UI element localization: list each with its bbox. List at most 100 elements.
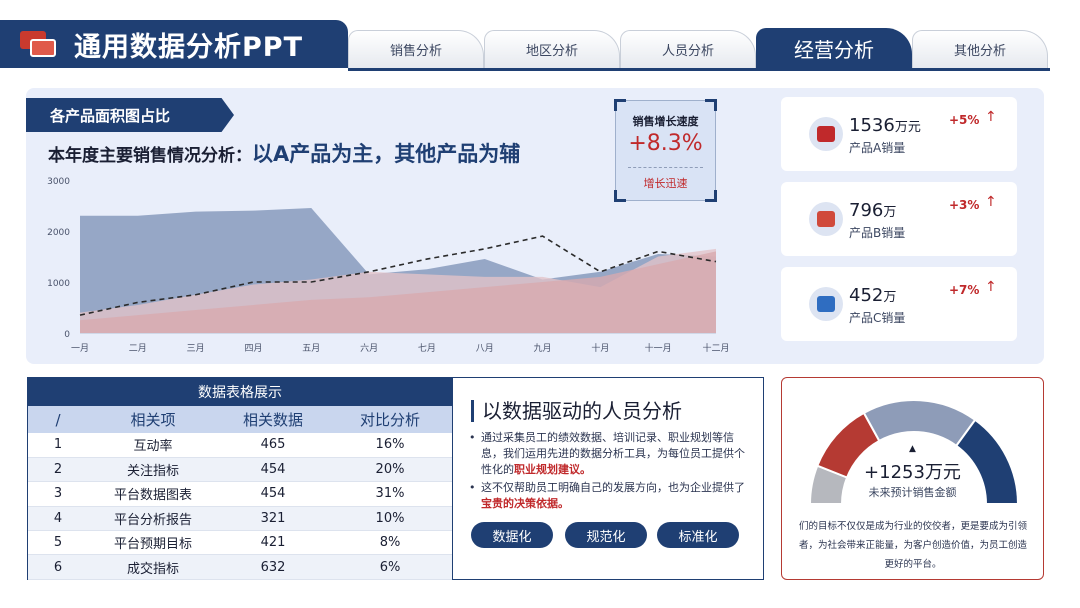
table-cell: 互动率 xyxy=(88,433,218,458)
growth-value: +8.3% xyxy=(628,131,703,156)
x-tick-label: 三月 xyxy=(187,343,205,354)
triangle-up-icon: ▲ xyxy=(909,444,916,454)
kpi-card-product-c: 452万 产品C销量 +7% ↑ xyxy=(781,267,1017,341)
title-bar: 通用数据分析PPT xyxy=(0,20,348,68)
y-tick-label: 1000 xyxy=(47,279,70,289)
tab-other[interactable]: 其他分析 xyxy=(912,30,1048,68)
tab-region[interactable]: 地区分析 xyxy=(484,30,620,68)
chart-heading-highlight: 以A产品为主，其他产品为辅 xyxy=(252,142,521,166)
gauge-value: +1253万元 xyxy=(864,462,961,483)
table-cell: 465 xyxy=(218,433,328,458)
arrow-up-icon: ↑ xyxy=(985,109,997,125)
kpi-change: +7% xyxy=(949,283,980,297)
x-tick-label: 七月 xyxy=(418,343,436,354)
growth-divider xyxy=(628,167,703,168)
kpi-card-product-a: 1536万元 产品A销量 +5% ↑ xyxy=(781,97,1017,171)
growth-note: 增长迅速 xyxy=(643,177,688,190)
x-tick-label: 九月 xyxy=(534,343,552,354)
pill-normalization[interactable]: 标准化 xyxy=(657,522,739,548)
gauge-description: 们的目标不仅仅是成为行业的佼佼者，更是要成为引领者，为社会带来正能量，为客户创造… xyxy=(798,521,1027,570)
table-cell: 成交指标 xyxy=(88,554,218,580)
table-cell: 454 xyxy=(218,457,328,483)
table-cell: 6% xyxy=(328,554,452,580)
kpi-card-product-b: 796万 产品B销量 +3% ↑ xyxy=(781,182,1017,256)
x-tick-label: 十月 xyxy=(591,342,609,354)
kpi-name: 产品A销量 xyxy=(849,141,906,155)
gauge-panel: ▲ +1253万元 未来预计销售金额 们的目标不仅仅是成为行业的佼佼者，更是要成… xyxy=(781,377,1044,580)
chart-heading-prefix: 本年度主要销售情况分析： xyxy=(48,146,252,166)
table-header: / xyxy=(28,406,88,433)
table-cell: 10% xyxy=(328,506,452,532)
x-tick-label: 十一月 xyxy=(645,342,672,354)
y-tick-label: 0 xyxy=(64,330,70,340)
x-tick-label: 一月 xyxy=(71,343,89,354)
table-header: 相关数据 xyxy=(218,406,328,433)
pill-standardization[interactable]: 规范化 xyxy=(565,522,647,548)
kpi-value: 452万 xyxy=(849,285,897,306)
kpi-name: 产品B销量 xyxy=(849,226,906,240)
bullet-item: 这不仅帮助员工明确自己的发展方向，也为企业提供了宝贵的决策依据。 xyxy=(469,480,749,512)
table-cell: 平台分析报告 xyxy=(88,506,218,532)
table-cell: 6 xyxy=(28,554,88,580)
tab-personnel[interactable]: 人员分析 xyxy=(620,30,756,68)
emphasis-text: 宝贵的决策依据。 xyxy=(481,497,569,510)
table-cell: 关注指标 xyxy=(88,457,218,483)
table-caption: 数据表格展示 xyxy=(28,378,452,406)
y-tick-label: 3000 xyxy=(47,177,70,187)
data-table: / 相关项 相关数据 对比分析 1 互动率 465 16% 2 关注指标 454… xyxy=(28,406,452,580)
table-cell: 421 xyxy=(218,530,328,556)
table-cell: 平台数据图表 xyxy=(88,481,218,507)
chat-logo-icon xyxy=(18,29,60,59)
arrow-up-icon: ↑ xyxy=(985,279,997,295)
table-cell: 321 xyxy=(218,506,328,532)
table-header-row: / 相关项 相关数据 对比分析 xyxy=(28,406,452,433)
product-c-icon xyxy=(809,287,843,321)
product-b-icon xyxy=(809,202,843,236)
x-tick-label: 六月 xyxy=(360,342,378,354)
table-header: 相关项 xyxy=(88,406,218,433)
x-tick-label: 八月 xyxy=(476,343,494,354)
table-row: 4 平台分析报告 321 10% xyxy=(28,506,452,532)
table-cell: 5 xyxy=(28,530,88,556)
product-a-icon xyxy=(809,117,843,151)
table-cell: 8% xyxy=(328,530,452,556)
chart-heading: 本年度主要销售情况分析：以A产品为主，其他产品为辅 xyxy=(48,138,520,168)
gauge-chart xyxy=(808,399,1020,505)
tab-bar: 销售分析 地区分析 人员分析 经营分析 其他分析 xyxy=(348,28,1048,70)
gauge-label: 未来预计销售金额 xyxy=(868,486,957,499)
growth-card: 销售增长速度 +8.3% 增长迅速 xyxy=(614,99,717,202)
table-cell: 平台预期目标 xyxy=(88,530,218,556)
people-analysis-panel: 以数据驱动的人员分析 通过采集员工的绩效数据、培训记录、职业规划等信息，我们运用… xyxy=(453,377,764,580)
section-tag: 各产品面积图占比 xyxy=(26,98,234,132)
page-title: 通用数据分析PPT xyxy=(74,31,303,63)
arrow-up-icon: ↑ xyxy=(985,194,997,210)
table-header: 对比分析 xyxy=(328,406,452,433)
tab-sales[interactable]: 销售分析 xyxy=(348,30,484,68)
table-row: 3 平台数据图表 454 31% xyxy=(28,481,452,507)
header-divider xyxy=(348,68,1050,71)
gauge-segment-3 xyxy=(862,399,977,448)
gauge-segment-4 xyxy=(954,418,1020,505)
kpi-value: 796万 xyxy=(849,200,897,221)
data-table-panel: 数据表格展示 / 相关项 相关数据 对比分析 1 互动率 465 16% 2 关… xyxy=(27,377,453,580)
pill-datafication[interactable]: 数据化 xyxy=(471,522,553,548)
table-cell: 16% xyxy=(328,433,452,458)
x-tick-label: 二月 xyxy=(129,343,147,354)
area-chart: 0 1000 2000 3000 一月 二月 三月 四月 五月 六月 七月 八月 九月 十月 十一月 十二月 xyxy=(47,177,729,354)
area-series-3 xyxy=(80,251,716,333)
kpi-name: 产品C销量 xyxy=(849,311,906,325)
y-tick-label: 2000 xyxy=(47,228,70,238)
table-row: 5 平台预期目标 421 8% xyxy=(28,530,452,556)
growth-label: 销售增长速度 xyxy=(632,115,699,128)
people-analysis-title: 以数据驱动的人员分析 xyxy=(471,400,682,422)
table-row: 1 互动率 465 16% xyxy=(28,433,452,458)
bullet-list: 通过采集员工的绩效数据、培训记录、职业规划等信息，我们运用先进的数据分析工具，为… xyxy=(469,430,749,514)
emphasis-text: 职业规划建议。 xyxy=(514,463,591,476)
table-cell: 31% xyxy=(328,481,452,507)
table-cell: 2 xyxy=(28,457,88,483)
x-tick-label: 五月 xyxy=(302,343,320,354)
table-row: 6 成交指标 632 6% xyxy=(28,554,452,580)
bullet-item: 通过采集员工的绩效数据、培训记录、职业规划等信息，我们运用先进的数据分析工具，为… xyxy=(469,430,749,478)
tab-operations[interactable]: 经营分析 xyxy=(756,28,912,68)
x-tick-label: 四月 xyxy=(244,343,262,354)
